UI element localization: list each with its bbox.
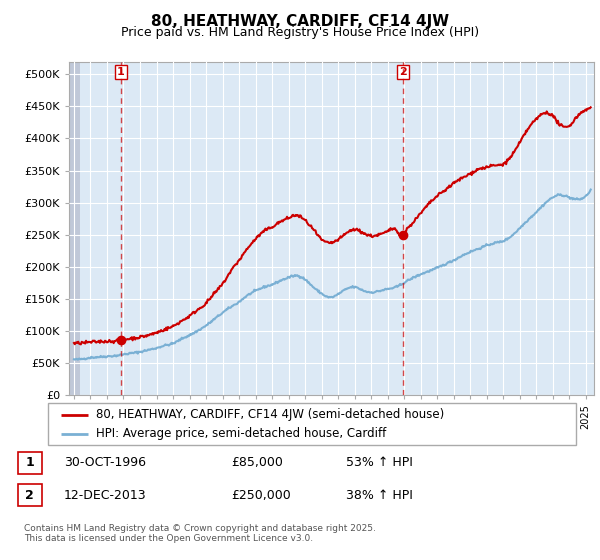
Text: 12-DEC-2013: 12-DEC-2013 — [64, 488, 146, 502]
Text: 30-OCT-1996: 30-OCT-1996 — [64, 456, 146, 469]
Text: £250,000: £250,000 — [231, 488, 290, 502]
Text: Price paid vs. HM Land Registry's House Price Index (HPI): Price paid vs. HM Land Registry's House … — [121, 26, 479, 39]
Text: £85,000: £85,000 — [231, 456, 283, 469]
Text: 1: 1 — [25, 456, 34, 469]
Text: 53% ↑ HPI: 53% ↑ HPI — [346, 456, 413, 469]
Text: 1: 1 — [117, 67, 125, 77]
Text: 2: 2 — [400, 67, 407, 77]
Bar — [69, 62, 80, 395]
Text: 80, HEATHWAY, CARDIFF, CF14 4JW (semi-detached house): 80, HEATHWAY, CARDIFF, CF14 4JW (semi-de… — [95, 408, 444, 421]
Text: HPI: Average price, semi-detached house, Cardiff: HPI: Average price, semi-detached house,… — [95, 427, 386, 440]
Bar — [18, 451, 42, 474]
Text: Contains HM Land Registry data © Crown copyright and database right 2025.
This d: Contains HM Land Registry data © Crown c… — [24, 524, 376, 543]
Text: 2: 2 — [25, 488, 34, 502]
Bar — [18, 484, 42, 506]
Text: 80, HEATHWAY, CARDIFF, CF14 4JW: 80, HEATHWAY, CARDIFF, CF14 4JW — [151, 14, 449, 29]
Text: 38% ↑ HPI: 38% ↑ HPI — [346, 488, 413, 502]
